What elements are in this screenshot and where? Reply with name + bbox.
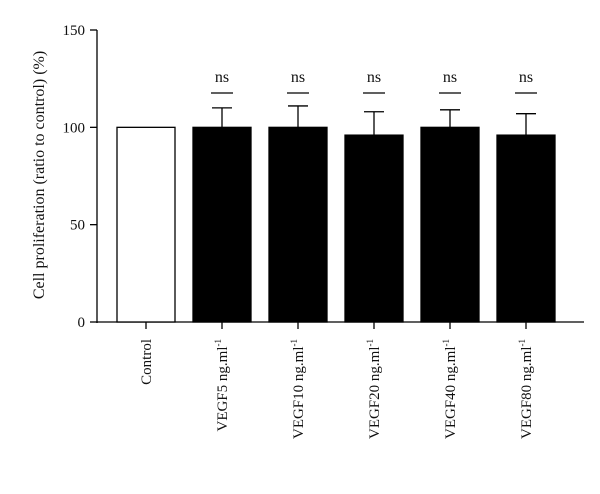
x-category-label-text-5: VEGF80 ng.ml: [519, 347, 535, 440]
y-tick-label-150: 150: [63, 23, 86, 39]
x-category-label-5: VEGF80 ng.ml-1: [517, 339, 535, 439]
x-category-label-sup-4: -1: [441, 339, 451, 347]
significance-label-2: ns: [291, 69, 305, 86]
x-category-label-0: Control: [139, 339, 155, 385]
x-category-label-text-2: VEGF10 ng.ml: [291, 347, 307, 440]
bar-3: [344, 134, 404, 323]
x-category-label-1: VEGF5 ng.ml-1: [213, 339, 231, 432]
x-category-label-text-4: VEGF40 ng.ml: [443, 347, 459, 440]
x-category-label-sup-5: -1: [517, 339, 527, 347]
x-category-label-sup-2: -1: [289, 339, 299, 347]
x-category-label-sup-1: -1: [213, 339, 223, 347]
x-category-label-text-0: Control: [139, 339, 155, 385]
bar-5: [496, 134, 556, 323]
x-category-label-text-3: VEGF20 ng.ml: [367, 347, 383, 440]
x-category-label-4: VEGF40 ng.ml-1: [441, 339, 459, 439]
significance-label-5: ns: [519, 69, 533, 86]
x-category-label-3: VEGF20 ng.ml-1: [365, 339, 383, 439]
x-category-label-text-1: VEGF5 ng.ml: [215, 347, 231, 432]
bar-2: [268, 126, 328, 323]
chart-bars: [116, 105, 556, 323]
significance-label-1: ns: [215, 69, 229, 86]
significance-label-3: ns: [367, 69, 381, 86]
x-category-label-2: VEGF10 ng.ml-1: [289, 339, 307, 439]
chart-axes: 0 50 100 150: [63, 23, 584, 331]
y-tick-label-50: 50: [70, 218, 85, 234]
y-axis-title: Cell proliferation (ratio to control) (%…: [31, 51, 48, 299]
bar-4: [420, 126, 480, 323]
y-tick-label-0: 0: [78, 315, 86, 331]
y-tick-label-100: 100: [63, 120, 86, 136]
bar-1: [192, 126, 252, 323]
significance-label-4: ns: [443, 69, 457, 86]
bar-0: [116, 126, 176, 323]
x-category-label-sup-3: -1: [365, 339, 375, 347]
